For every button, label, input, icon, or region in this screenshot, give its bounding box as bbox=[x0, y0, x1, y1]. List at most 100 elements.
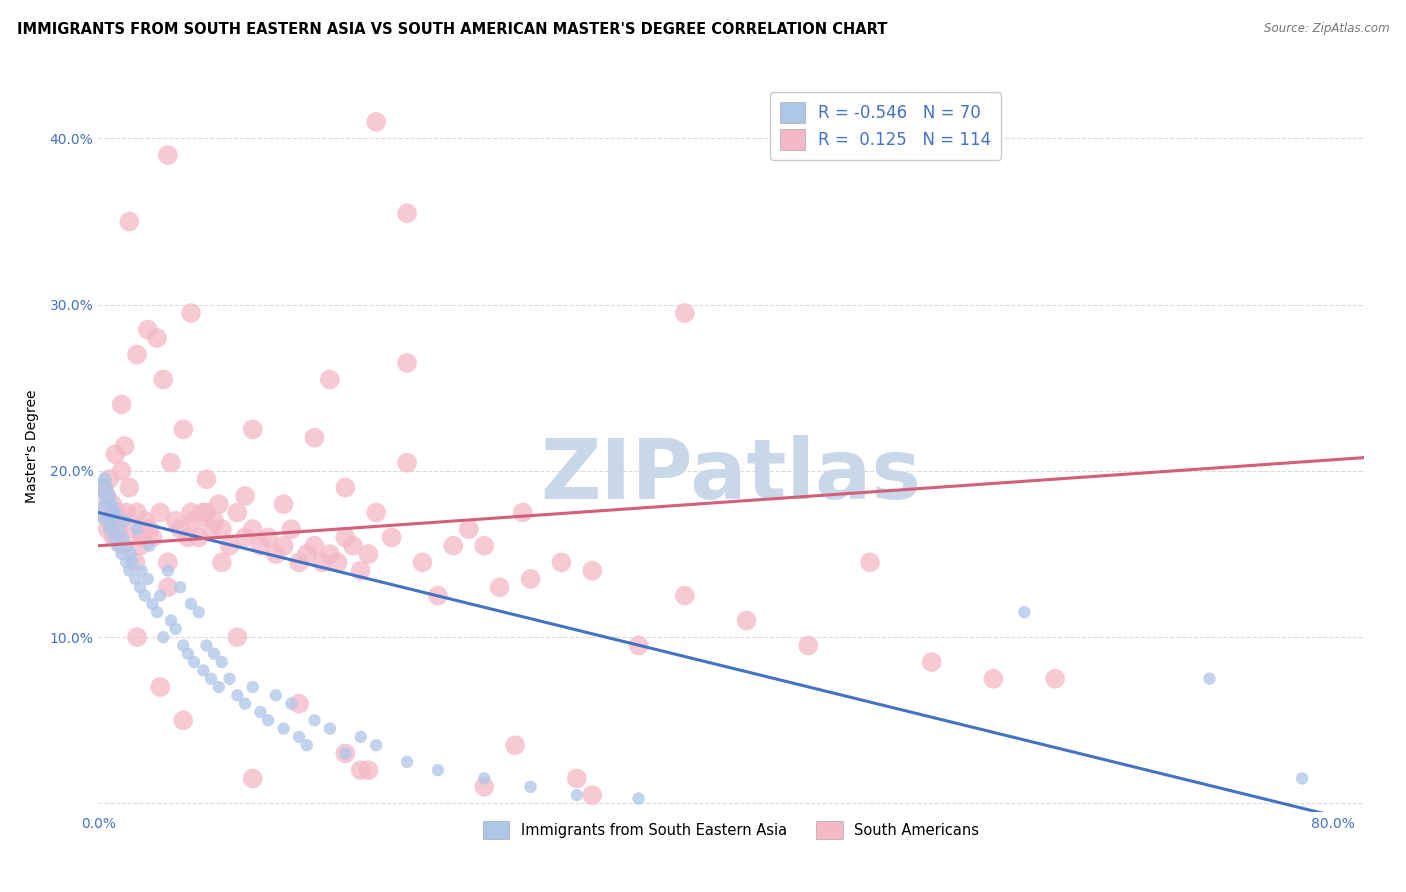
Point bbox=[115, 555, 138, 569]
Point bbox=[311, 555, 333, 569]
Point bbox=[169, 522, 191, 536]
Point bbox=[233, 489, 256, 503]
Point bbox=[208, 497, 231, 511]
Point bbox=[1291, 772, 1313, 786]
Point bbox=[859, 555, 882, 569]
Point bbox=[426, 763, 449, 777]
Point bbox=[193, 664, 215, 678]
Point bbox=[565, 772, 588, 786]
Point bbox=[112, 530, 135, 544]
Point bbox=[242, 680, 264, 694]
Point bbox=[350, 730, 373, 744]
Point bbox=[457, 522, 479, 536]
Point bbox=[396, 206, 419, 220]
Point bbox=[411, 555, 433, 569]
Point bbox=[472, 772, 495, 786]
Point bbox=[519, 780, 541, 794]
Point bbox=[257, 714, 280, 728]
Point bbox=[177, 530, 200, 544]
Point bbox=[125, 347, 148, 362]
Point bbox=[110, 547, 132, 561]
Point bbox=[156, 148, 179, 162]
Point bbox=[118, 564, 141, 578]
Point bbox=[503, 738, 526, 752]
Point bbox=[117, 539, 139, 553]
Point bbox=[335, 747, 357, 761]
Point bbox=[121, 522, 143, 536]
Point bbox=[156, 564, 179, 578]
Point bbox=[165, 514, 187, 528]
Point bbox=[104, 447, 127, 461]
Point bbox=[136, 572, 159, 586]
Point bbox=[195, 506, 218, 520]
Point bbox=[141, 597, 163, 611]
Point bbox=[357, 763, 380, 777]
Point bbox=[295, 738, 318, 752]
Point bbox=[136, 323, 159, 337]
Point bbox=[177, 647, 200, 661]
Point bbox=[202, 647, 225, 661]
Point bbox=[152, 372, 174, 386]
Point bbox=[105, 506, 128, 520]
Point bbox=[146, 331, 169, 345]
Point bbox=[288, 555, 311, 569]
Point bbox=[208, 680, 231, 694]
Point bbox=[202, 514, 225, 528]
Point bbox=[396, 356, 419, 370]
Point bbox=[131, 564, 153, 578]
Point bbox=[472, 780, 495, 794]
Point bbox=[211, 655, 233, 669]
Point bbox=[131, 530, 153, 544]
Point bbox=[319, 372, 342, 386]
Point bbox=[565, 788, 588, 802]
Point bbox=[107, 522, 129, 536]
Point bbox=[97, 489, 120, 503]
Point bbox=[180, 506, 202, 520]
Point bbox=[97, 522, 120, 536]
Point bbox=[152, 630, 174, 644]
Point bbox=[581, 564, 603, 578]
Point bbox=[124, 572, 146, 586]
Point bbox=[118, 214, 141, 228]
Point bbox=[288, 697, 311, 711]
Point bbox=[627, 791, 650, 805]
Point bbox=[218, 539, 240, 553]
Point bbox=[211, 522, 233, 536]
Point bbox=[107, 522, 129, 536]
Point bbox=[146, 605, 169, 619]
Point bbox=[134, 589, 156, 603]
Point bbox=[101, 497, 124, 511]
Point bbox=[396, 456, 419, 470]
Legend: Immigrants from South Eastern Asia, South Americans: Immigrants from South Eastern Asia, Sout… bbox=[477, 815, 986, 845]
Point bbox=[100, 514, 122, 528]
Point bbox=[172, 422, 194, 436]
Point bbox=[226, 689, 249, 703]
Point bbox=[264, 547, 287, 561]
Point bbox=[156, 555, 179, 569]
Point bbox=[396, 755, 419, 769]
Point bbox=[264, 689, 287, 703]
Point bbox=[280, 522, 302, 536]
Point bbox=[134, 514, 156, 528]
Point bbox=[195, 639, 218, 653]
Point bbox=[1043, 672, 1066, 686]
Point bbox=[101, 497, 124, 511]
Point bbox=[94, 506, 117, 520]
Point bbox=[149, 589, 172, 603]
Point bbox=[350, 763, 373, 777]
Point bbox=[91, 481, 114, 495]
Point bbox=[91, 481, 114, 495]
Point bbox=[115, 506, 138, 520]
Point bbox=[141, 530, 163, 544]
Point bbox=[366, 506, 388, 520]
Point bbox=[187, 605, 209, 619]
Y-axis label: Master's Degree: Master's Degree bbox=[24, 389, 38, 503]
Point bbox=[193, 506, 215, 520]
Point bbox=[550, 555, 572, 569]
Point bbox=[983, 672, 1005, 686]
Point bbox=[304, 714, 326, 728]
Point bbox=[110, 397, 132, 411]
Point bbox=[129, 580, 152, 594]
Point bbox=[138, 522, 160, 536]
Point bbox=[138, 539, 160, 553]
